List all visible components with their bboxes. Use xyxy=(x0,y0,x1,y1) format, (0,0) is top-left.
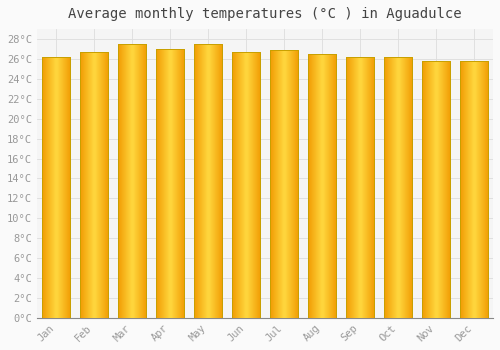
Bar xyxy=(232,52,260,318)
Bar xyxy=(194,44,222,318)
Bar xyxy=(232,52,260,318)
Title: Average monthly temperatures (°C ) in Aguadulce: Average monthly temperatures (°C ) in Ag… xyxy=(68,7,462,21)
Bar xyxy=(80,52,108,318)
Bar xyxy=(156,49,184,318)
Bar xyxy=(460,61,488,318)
Bar xyxy=(156,49,184,318)
Bar xyxy=(118,44,146,318)
Bar xyxy=(346,57,374,318)
Bar xyxy=(384,57,412,318)
Bar xyxy=(42,57,70,318)
Bar xyxy=(346,57,374,318)
Bar xyxy=(80,52,108,318)
Bar xyxy=(460,61,488,318)
Bar xyxy=(308,54,336,318)
Bar xyxy=(422,61,450,318)
Bar xyxy=(270,50,298,318)
Bar xyxy=(42,57,70,318)
Bar xyxy=(118,44,146,318)
Bar xyxy=(270,50,298,318)
Bar xyxy=(308,54,336,318)
Bar xyxy=(194,44,222,318)
Bar xyxy=(422,61,450,318)
Bar xyxy=(384,57,412,318)
